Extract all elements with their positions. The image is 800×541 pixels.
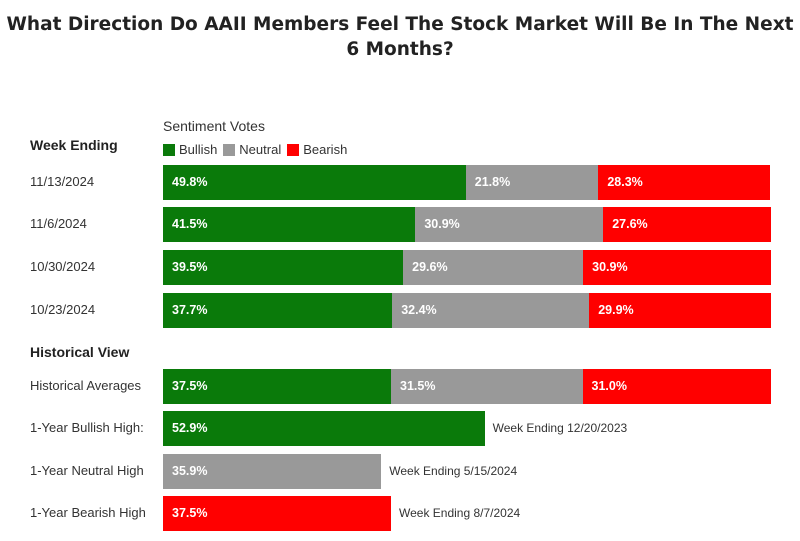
section-heading: Historical View bbox=[30, 344, 130, 360]
section-heading: Week Ending bbox=[30, 137, 118, 153]
data-label: 37.5% bbox=[172, 379, 208, 393]
row-label: 11/13/2024 bbox=[30, 174, 95, 189]
bar-segment-bearish: 37.5% bbox=[163, 496, 391, 531]
legend-swatch-neutral bbox=[223, 143, 236, 156]
legend-swatch-bullish bbox=[163, 143, 175, 156]
bar-segment-neutral: 30.9% bbox=[415, 207, 604, 242]
legend-label-neutral: Neutral bbox=[239, 142, 282, 157]
row-label: 11/6/2024 bbox=[30, 216, 87, 231]
bar-segment-neutral: 31.5% bbox=[391, 369, 583, 404]
row-label: 1-Year Bearish High bbox=[30, 505, 146, 520]
legend-label-bullish: Bullish bbox=[179, 142, 218, 157]
bar-segment-bullish: 41.5% bbox=[163, 207, 416, 242]
row-note: Week Ending 5/15/2024 bbox=[389, 464, 518, 478]
row-label: 1-Year Neutral High bbox=[30, 463, 144, 478]
data-label: 27.6% bbox=[612, 217, 648, 231]
bar-segment-neutral: 35.9% bbox=[163, 454, 382, 489]
data-label: 29.6% bbox=[412, 260, 448, 274]
data-label: 31.5% bbox=[400, 379, 436, 393]
row-note: Week Ending 12/20/2023 bbox=[492, 421, 628, 435]
row-note: Week Ending 8/7/2024 bbox=[399, 506, 521, 520]
chart-title-line-2: 6 Months? bbox=[346, 39, 454, 60]
bar-segment-neutral: 32.4% bbox=[392, 293, 590, 328]
chart-title: What Direction Do AAII Members Feel The … bbox=[0, 12, 800, 62]
legend: Bullish Neutral Bearish bbox=[163, 142, 353, 157]
data-label: 41.5% bbox=[172, 217, 208, 231]
bar-segment-neutral: 21.8% bbox=[465, 165, 599, 200]
data-label: 49.8% bbox=[172, 175, 208, 189]
legend-label-bearish: Bearish bbox=[303, 142, 348, 157]
chart-title-line-1: What Direction Do AAII Members Feel The … bbox=[6, 14, 794, 35]
data-label: 21.8% bbox=[474, 175, 511, 189]
data-label: 37.5% bbox=[172, 506, 208, 520]
data-label: 32.4% bbox=[401, 303, 437, 317]
bar-segment-bearish: 30.9% bbox=[583, 250, 771, 285]
bar-segment-bearish: 28.3% bbox=[598, 165, 771, 200]
legend-item-neutral: Neutral bbox=[223, 142, 281, 157]
data-label: 29.9% bbox=[598, 303, 634, 317]
data-label: 52.9% bbox=[172, 421, 208, 435]
bar-segment-bullish: 39.5% bbox=[163, 250, 404, 285]
legend-title: Sentiment Votes bbox=[163, 118, 265, 134]
data-label: 39.5% bbox=[172, 260, 208, 274]
legend-item-bullish: Bullish bbox=[163, 142, 217, 157]
bar-segment-bearish: 29.9% bbox=[589, 293, 771, 328]
row-label: 10/30/2024 bbox=[30, 259, 96, 274]
row-label: 1-Year Bullish High: bbox=[30, 420, 144, 435]
bar-segment-bullish: 52.9% bbox=[163, 411, 485, 446]
legend-swatch-bearish bbox=[287, 143, 300, 156]
data-label: 31.0% bbox=[591, 379, 627, 393]
data-label: 37.7% bbox=[172, 303, 208, 317]
bar-segment-bullish: 37.7% bbox=[163, 293, 393, 328]
row-label: Historical Averages bbox=[30, 378, 142, 393]
bar-segment-bullish: 37.5% bbox=[163, 369, 391, 404]
row-label: 10/23/2024 bbox=[30, 302, 96, 317]
data-label: 30.9% bbox=[424, 217, 460, 231]
bar-segment-neutral: 29.6% bbox=[403, 250, 584, 285]
bar-segment-bullish: 49.8% bbox=[163, 165, 466, 200]
bar-segment-bearish: 31.0% bbox=[582, 369, 771, 404]
data-label: 35.9% bbox=[172, 464, 208, 478]
data-label: 28.3% bbox=[607, 175, 643, 189]
bar-segment-bearish: 27.6% bbox=[603, 207, 771, 242]
legend-item-bearish: Bearish bbox=[287, 142, 347, 157]
data-label: 30.9% bbox=[592, 260, 628, 274]
